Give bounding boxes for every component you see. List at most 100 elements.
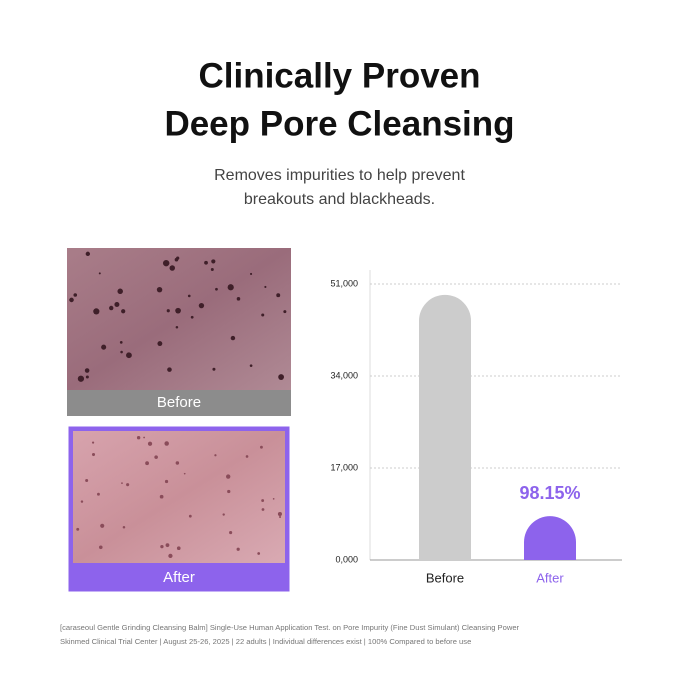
pore <box>214 454 217 457</box>
pore <box>109 305 114 311</box>
pore <box>126 483 130 487</box>
pore <box>98 545 103 550</box>
pore <box>198 302 205 309</box>
pore <box>249 364 253 368</box>
pore <box>76 527 80 531</box>
pore <box>160 545 164 549</box>
pore <box>164 441 169 446</box>
pore <box>157 341 163 347</box>
pore <box>101 344 107 350</box>
pore <box>236 547 240 551</box>
pore <box>91 453 96 457</box>
pore <box>117 288 123 295</box>
pore <box>166 309 170 313</box>
pore <box>154 455 158 459</box>
pore <box>91 441 95 444</box>
pore <box>272 497 275 500</box>
pore <box>156 286 163 293</box>
pore <box>278 374 284 380</box>
pore <box>164 479 169 484</box>
pore <box>143 436 145 439</box>
title: Deep Pore Cleansing <box>164 104 514 143</box>
after-photo <box>73 431 285 563</box>
pore <box>236 297 241 301</box>
pore <box>215 287 218 291</box>
y-tick-label: 0,000 <box>335 554 358 564</box>
pore <box>204 260 208 265</box>
subtitle: Removes impurities to help prevent <box>214 167 465 184</box>
pore <box>212 367 216 371</box>
title: Clinically Proven <box>198 56 480 95</box>
x-tick-label: Before <box>426 570 464 585</box>
pore <box>159 494 164 499</box>
chart: 0,000 17,000 34,000 51,000 Before After 98.15% <box>330 270 622 585</box>
before-label-bar <box>67 390 291 416</box>
pore <box>277 511 282 517</box>
pore <box>210 268 214 271</box>
pore <box>167 367 172 372</box>
pore <box>85 251 91 257</box>
pore <box>162 259 170 267</box>
pore <box>168 553 173 558</box>
pore <box>165 543 170 548</box>
pore <box>136 436 141 440</box>
pore <box>85 375 89 379</box>
pore <box>175 326 179 329</box>
pore <box>229 531 233 535</box>
pore <box>183 472 186 475</box>
pore <box>169 265 176 271</box>
y-tick-label: 34,000 <box>330 370 358 380</box>
pore <box>145 461 149 466</box>
after-label: After <box>163 569 195 586</box>
pore <box>188 514 192 518</box>
before-label: Before <box>157 394 201 411</box>
pores <box>69 251 287 382</box>
pore <box>222 513 225 516</box>
subtitle: breakouts and blackheads. <box>244 191 435 208</box>
pore <box>187 294 191 298</box>
y-tick-label: 51,000 <box>330 278 358 288</box>
pore <box>121 482 123 484</box>
pore <box>226 474 231 479</box>
pore <box>257 552 261 555</box>
pore <box>264 285 267 289</box>
pore <box>84 368 90 373</box>
pore <box>176 546 181 551</box>
pore <box>261 508 265 511</box>
pore <box>175 461 180 465</box>
pore <box>114 302 120 308</box>
pore <box>98 272 101 275</box>
footnote: Skinmed Clinical Trial Center | August 2… <box>60 637 471 646</box>
pore <box>97 492 100 496</box>
pore <box>175 307 181 314</box>
pore <box>260 445 263 449</box>
pore <box>69 297 74 303</box>
before-photo <box>67 248 291 390</box>
pore <box>227 489 231 494</box>
pore <box>119 341 123 344</box>
pore <box>122 525 126 529</box>
pore <box>77 375 85 382</box>
y-tick-label: 17,000 <box>330 462 358 472</box>
pore <box>85 478 89 482</box>
bar <box>419 294 471 560</box>
pore <box>120 350 123 354</box>
bar <box>524 516 576 560</box>
pore <box>73 293 78 297</box>
pore <box>121 309 126 314</box>
pore <box>100 523 105 528</box>
pore <box>190 315 194 319</box>
x-tick-label: After <box>536 570 564 585</box>
pore <box>93 308 100 315</box>
pores <box>76 436 282 558</box>
pore <box>245 455 249 458</box>
annotation: 98.15% <box>519 483 580 503</box>
pore <box>211 259 216 264</box>
pore <box>80 500 84 503</box>
pore <box>230 335 236 341</box>
pore <box>249 272 253 276</box>
pore <box>147 441 153 446</box>
pore <box>261 313 265 317</box>
pore <box>283 310 287 314</box>
